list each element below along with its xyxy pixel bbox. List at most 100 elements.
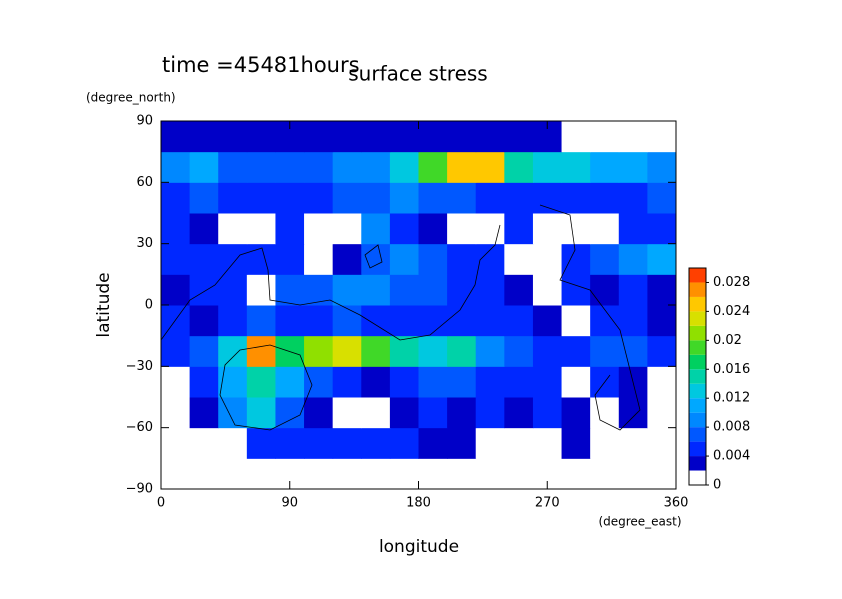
- field-cell: [647, 151, 677, 183]
- field-cell: [418, 151, 448, 183]
- field-cell: [246, 458, 276, 490]
- field-cell: [161, 335, 191, 367]
- field-cell: [504, 305, 534, 337]
- field-cell: [189, 274, 219, 306]
- field-cell: [275, 305, 305, 337]
- field-cell: [618, 335, 648, 367]
- field-cell: [389, 397, 419, 429]
- colorbar-label: 0.02: [713, 333, 742, 348]
- field-cell: [161, 458, 191, 490]
- field-cell: [304, 366, 334, 398]
- field-cell: [275, 151, 305, 183]
- y-tick-label: 90: [136, 114, 153, 129]
- field-cell: [418, 182, 448, 214]
- field-cell: [389, 366, 419, 398]
- field-cell: [189, 397, 219, 429]
- y-tick-label: 30: [136, 236, 153, 251]
- field-cell: [332, 151, 362, 183]
- field-cell: [561, 366, 591, 398]
- colorbar-swatch: [689, 398, 706, 413]
- field-cell: [361, 121, 391, 153]
- field-cell: [389, 305, 419, 337]
- field-cell: [418, 274, 448, 306]
- field-cell: [590, 335, 620, 367]
- field-cell: [246, 305, 276, 337]
- field-cell: [189, 182, 219, 214]
- field-cell: [475, 151, 505, 183]
- field-cell: [504, 151, 534, 183]
- field-cell: [504, 397, 534, 429]
- field-cell: [561, 397, 591, 429]
- field-cell: [189, 366, 219, 398]
- field-cell: [561, 458, 591, 490]
- field-cell: [189, 427, 219, 459]
- field-cell: [361, 243, 391, 275]
- field-cell: [647, 427, 677, 459]
- colorbar-label: 0.004: [713, 449, 750, 464]
- field: [161, 121, 677, 490]
- field-cell: [161, 182, 191, 214]
- colorbar-label: 0.028: [713, 275, 750, 290]
- coast: [219, 344, 313, 431]
- subtitle: time =45481hours: [162, 53, 360, 77]
- field-cell: [475, 458, 505, 490]
- field-cell: [161, 366, 191, 398]
- field-cell: [618, 274, 648, 306]
- field-cell: [475, 305, 505, 337]
- field-cell: [275, 427, 305, 459]
- field-cell: [304, 151, 334, 183]
- field-cell: [246, 366, 276, 398]
- field-cell: [447, 243, 477, 275]
- x-tick-label: 0: [157, 496, 165, 511]
- field-cell: [218, 182, 248, 214]
- field-cell: [332, 458, 362, 490]
- field-cell: [161, 243, 191, 275]
- field-cell: [447, 182, 477, 214]
- colorbar-label: 0.024: [713, 304, 750, 319]
- field-cell: [389, 458, 419, 490]
- field-cell: [504, 213, 534, 245]
- field-cell: [389, 427, 419, 459]
- field-cell: [332, 182, 362, 214]
- field-cell: [389, 213, 419, 245]
- field-cell: [447, 121, 477, 153]
- y-tick-label: −60: [126, 420, 153, 435]
- field-cell: [275, 243, 305, 275]
- x-tick-label: 360: [664, 496, 689, 511]
- field-cell: [647, 213, 677, 245]
- field-cell: [447, 366, 477, 398]
- field-cell: [618, 243, 648, 275]
- field-cell: [161, 274, 191, 306]
- field-cell: [504, 274, 534, 306]
- field-cell: [218, 366, 248, 398]
- colorbar-swatch: [689, 282, 706, 297]
- field-cell: [618, 427, 648, 459]
- field-cell: [647, 335, 677, 367]
- field-cell: [475, 121, 505, 153]
- field-cell: [647, 182, 677, 214]
- field-cell: [447, 151, 477, 183]
- field-cell: [332, 213, 362, 245]
- field-cell: [561, 427, 591, 459]
- field-cell: [304, 213, 334, 245]
- field-cell: [561, 305, 591, 337]
- field-cell: [218, 213, 248, 245]
- field-cell: [418, 427, 448, 459]
- field-cell: [218, 335, 248, 367]
- chart-title: surface stress: [348, 62, 487, 86]
- field-cell: [418, 121, 448, 153]
- field-cell: [532, 397, 563, 429]
- field-cell: [561, 335, 591, 367]
- field-cell: [418, 397, 448, 429]
- field-cell: [218, 397, 248, 429]
- field-cell: [218, 427, 248, 459]
- field-cell: [475, 274, 505, 306]
- field-cell: [532, 182, 563, 214]
- field-cell: [304, 243, 334, 275]
- field-cell: [361, 335, 391, 367]
- y-tick-label: 60: [136, 175, 153, 190]
- x-label: longitude: [379, 537, 459, 557]
- field-cell: [447, 213, 477, 245]
- field-cell: [161, 151, 191, 183]
- field-cell: [275, 213, 305, 245]
